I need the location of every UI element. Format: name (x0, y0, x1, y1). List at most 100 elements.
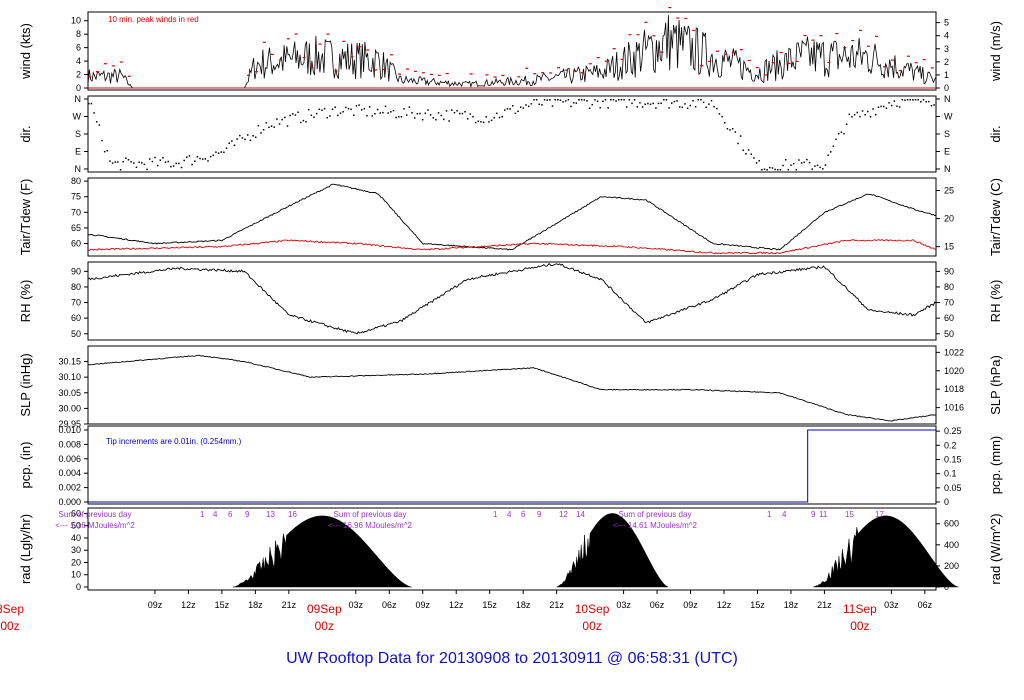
dir-point (451, 109, 453, 111)
dir-point (278, 123, 281, 125)
dir-point (109, 160, 111, 162)
peak-wind-mark (803, 34, 807, 37)
dir-point (914, 99, 917, 101)
dir-point (239, 134, 241, 137)
dir-point (504, 109, 506, 111)
dir-point (872, 108, 874, 110)
dir-point (636, 106, 639, 108)
dir-point (403, 108, 405, 110)
panel-frame (87, 507, 937, 591)
x-tick-label: 15z (750, 600, 765, 610)
dir-point (822, 168, 824, 170)
dir-point (358, 104, 360, 106)
rad-hour-label: 4 (213, 510, 218, 519)
dir-point (307, 108, 310, 111)
dir-point (313, 116, 315, 118)
peak-wind-mark (127, 75, 131, 77)
tick-label-right: N (944, 164, 951, 174)
peak-wind-mark (700, 65, 704, 67)
dir-point (345, 106, 347, 109)
dir-point (835, 138, 837, 141)
panel-frame (87, 345, 937, 425)
peak-wind-mark (350, 56, 354, 58)
peak-wind-mark (883, 66, 886, 68)
y-axis-label-right: RH (%) (988, 280, 1003, 323)
peak-wind-mark (739, 49, 743, 51)
dir-point (525, 104, 527, 106)
dir-point (655, 107, 657, 109)
dir-point (808, 161, 811, 164)
dir-point (610, 99, 612, 101)
peak-wind-mark (731, 51, 735, 53)
dir-point (755, 162, 758, 164)
dir-point (660, 102, 662, 104)
peak-wind-mark (437, 74, 441, 76)
dir-point (305, 121, 307, 123)
y-axis-label-right: rad (W/m^2) (988, 513, 1003, 584)
dir-point (286, 125, 289, 127)
dir-point (175, 162, 177, 165)
peak-wind-mark (525, 67, 529, 69)
dir-point (567, 99, 570, 101)
dir-point (551, 105, 554, 107)
day-hour-label: 00z (850, 619, 869, 633)
peak-wind-mark (835, 32, 839, 35)
dir-point (856, 111, 858, 114)
dir-point (148, 158, 151, 160)
tick-label-left: 60 (71, 239, 81, 249)
dir-point (671, 102, 673, 104)
tick-label-right: 1016 (944, 403, 964, 413)
rad-hour-label: 9 (811, 510, 816, 519)
y-axis-label-left: pcp. (in) (18, 442, 33, 489)
peak-wind-mark (358, 46, 362, 48)
peak-wind-mark (620, 58, 624, 60)
peak-wind-mark (755, 66, 759, 69)
dir-point (572, 101, 575, 104)
rad-hour-label: 11 (819, 510, 828, 519)
peak-wind-mark (771, 62, 775, 64)
dir-point (241, 137, 244, 139)
dir-point (922, 99, 925, 101)
dir-point (649, 103, 652, 106)
dir-point (689, 104, 692, 107)
tick-label-right: 90 (944, 266, 954, 276)
dir-point (111, 162, 114, 164)
dir-point (898, 106, 901, 108)
tick-label-left: 80 (71, 282, 81, 292)
tick-label-left: 0.008 (58, 439, 81, 449)
dir-point (133, 162, 135, 164)
dir-point (220, 151, 222, 153)
peak-wind-mark (692, 29, 696, 32)
peak-wind-mark (382, 68, 386, 71)
tick-label-left: 0.004 (58, 468, 81, 478)
tick-label-right: 1018 (944, 384, 964, 394)
dir-point (411, 112, 413, 114)
peak-wind-mark (716, 50, 720, 52)
tick-label-left: 2 (76, 70, 81, 80)
dir-point (861, 110, 864, 112)
y-axis-label-left: SLP (inHg) (18, 353, 33, 416)
dir-point (233, 144, 236, 147)
dir-point (151, 160, 154, 163)
dir-point (435, 118, 437, 121)
panel-temp: Tair/Tdew (F) Tair/Tdew (C) 60 65 70 75 80 15 20… (18, 176, 1003, 257)
peak-wind-mark (318, 43, 322, 45)
peak-wind-mark (111, 65, 115, 67)
dir-point (604, 99, 607, 101)
dir-point (875, 113, 877, 116)
dir-point (729, 129, 731, 131)
dir-point (188, 155, 191, 157)
dir-point (209, 155, 212, 158)
peak-wind-mark (501, 74, 505, 77)
dir-point (334, 106, 336, 108)
dir-point (453, 111, 456, 114)
panel-frame (87, 177, 937, 257)
tick-label-left: 30.10 (58, 372, 81, 382)
dir-point (766, 169, 768, 171)
dir-point (225, 147, 228, 150)
dir-point (753, 157, 755, 159)
radiation-area (813, 515, 959, 588)
tick-label-left: 50 (71, 329, 81, 339)
peak-wind-mark (914, 62, 918, 64)
dir-point (90, 102, 93, 105)
